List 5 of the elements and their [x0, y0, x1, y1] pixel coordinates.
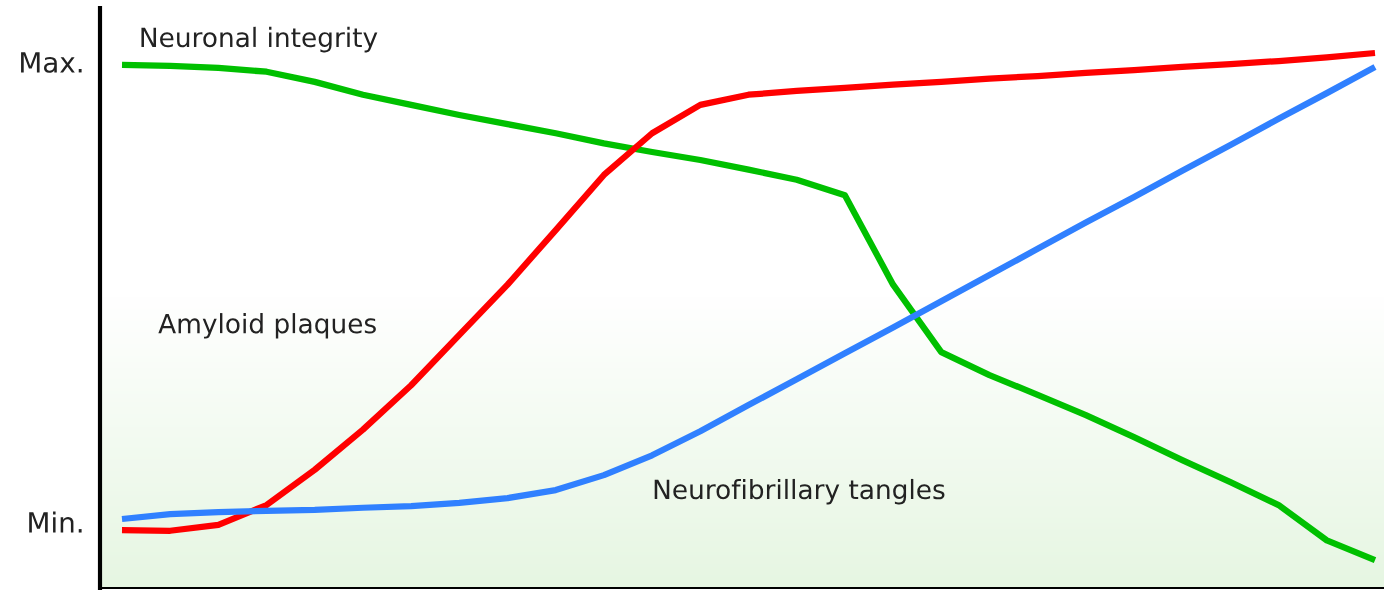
series-label: Neurofibrillary tangles — [654, 478, 945, 505]
text: Amyloid plaques — [158, 313, 376, 339]
series-label: Neuronal integrity — [141, 26, 378, 53]
text: Max. — [21, 52, 82, 73]
text: Min. — [29, 511, 82, 533]
